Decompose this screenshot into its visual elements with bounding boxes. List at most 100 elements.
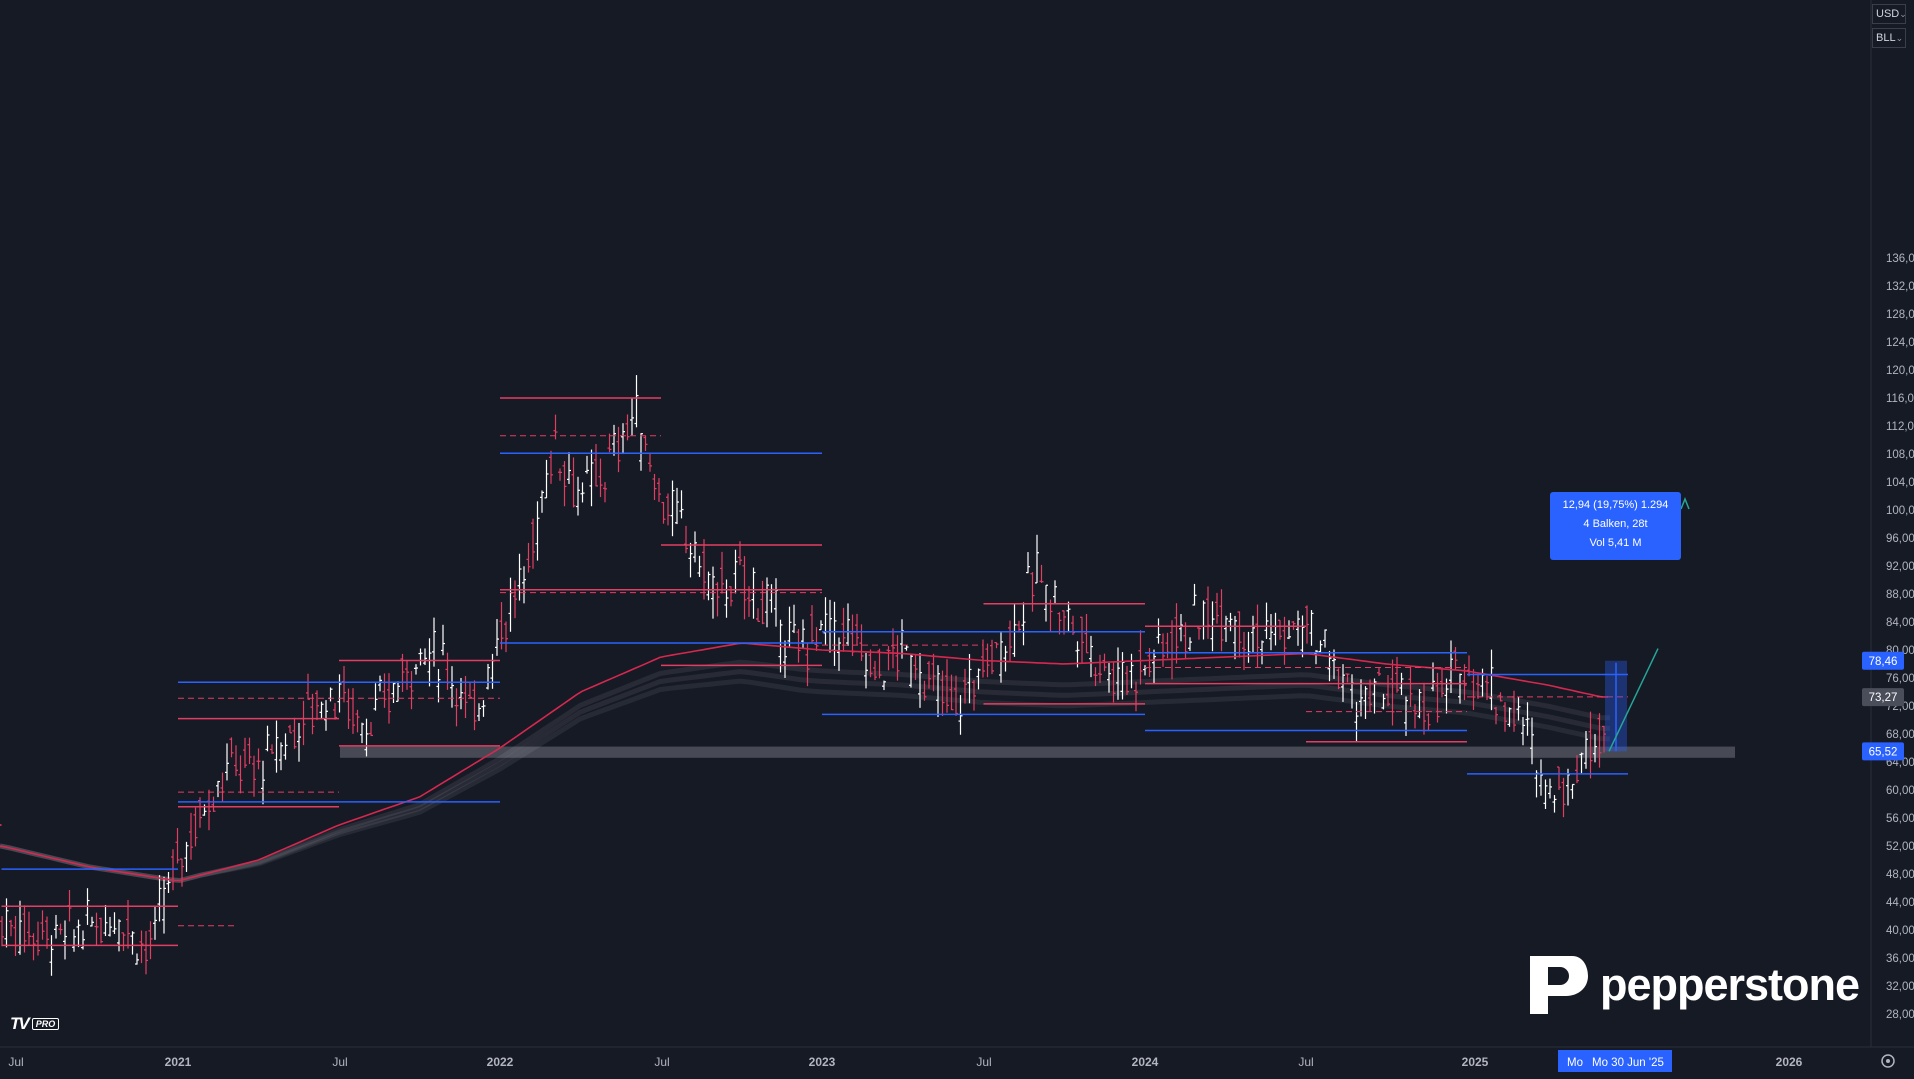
ohlc-bar — [1129, 653, 1134, 689]
ohlc-bar — [715, 582, 720, 617]
price-tick-label: 40,00 — [1886, 925, 1914, 937]
ohlc-bar — [1449, 640, 1453, 694]
ohlc-bar — [1435, 672, 1440, 723]
ohlc-bar — [211, 796, 216, 812]
ohlc-bar — [670, 480, 675, 537]
price-badge-label: 78,46 — [1869, 656, 1898, 668]
ohlc-bar — [576, 476, 580, 516]
tv-pro-badge: PRO — [31, 1018, 60, 1030]
ohlc-bar — [1039, 564, 1044, 583]
ohlc-bar — [1552, 795, 1557, 813]
ohlc-bar — [0, 916, 4, 947]
ohlc-bar — [103, 905, 108, 937]
price-tick-label: 128,00 — [1886, 309, 1914, 321]
ohlc-bar — [1395, 656, 1399, 693]
ohlc-bar — [409, 671, 414, 710]
ohlc-bar — [504, 621, 508, 653]
price-tick-label: 68,00 — [1886, 729, 1914, 741]
tradingview-logo[interactable]: TV PRO — [10, 1014, 60, 1033]
ohlc-bar — [238, 755, 243, 794]
ohlc-bar — [144, 931, 148, 975]
ohlc-bar — [1404, 696, 1408, 736]
ohlc-bar — [553, 414, 558, 440]
ohlc-bar — [1471, 669, 1476, 711]
ohlc-bar — [355, 709, 360, 733]
ohlc-bar — [1494, 706, 1498, 725]
ohlc-bar — [877, 648, 882, 679]
measure-tooltip: 12,94 (19,75%) 1.294 4 Balken, 28t Vol 5… — [1550, 492, 1681, 560]
ohlc-bar — [724, 579, 729, 618]
ohlc-bar — [1489, 649, 1494, 711]
ohlc-bar — [1228, 612, 1233, 632]
ohlc-bar — [652, 473, 657, 501]
ohlc-bar — [607, 433, 612, 453]
price-badge: 65,52 — [1862, 742, 1904, 761]
price-scale: 136,00 132,00 128,00 124,00 120,00 116,00 112,… — [1886, 253, 1914, 1021]
ohlc-bar — [742, 556, 747, 620]
ohlc-bar — [814, 627, 819, 651]
ohlc-bar — [787, 606, 792, 647]
ohlc-bar — [855, 613, 859, 646]
ohlc-bar — [1413, 704, 1417, 729]
ohlc-bar — [625, 414, 630, 441]
ohlc-bar — [639, 433, 643, 471]
price-badge-label: 73,27 — [1869, 692, 1898, 704]
ohlc-bar — [463, 676, 468, 719]
ribbon-line — [0, 669, 1611, 884]
crosshair-date-label: Mo Mo 30 Jun '25 — [1558, 1050, 1672, 1072]
ohlc-bar — [765, 577, 769, 628]
ohlc-bar — [648, 453, 652, 472]
ohlc-bar — [1179, 613, 1183, 642]
ohlc-bar — [585, 455, 589, 474]
ohlc-bar — [558, 468, 562, 481]
time-tick-label: 2022 — [487, 1055, 514, 1069]
ohlc-bar — [598, 458, 603, 498]
ribbon-line — [0, 678, 1611, 884]
currency-selector[interactable]: USD ⌄ — [1872, 4, 1907, 24]
unit-selector[interactable]: BLL ⌄ — [1872, 28, 1906, 48]
ohlc-bar — [850, 614, 855, 657]
ohlc-bar — [792, 604, 796, 634]
price-tick-label: 136,00 — [1886, 253, 1914, 265]
ohlc-bar — [1408, 665, 1413, 707]
settings-gear-icon — [1881, 1054, 1895, 1068]
ohlc-bar — [900, 619, 904, 659]
ohlc-bar — [868, 649, 873, 678]
ohlc-bar — [540, 490, 544, 513]
ohlc-bar — [1309, 610, 1314, 646]
ohlc-bar — [1575, 755, 1579, 784]
ohlc-bar — [351, 688, 355, 734]
ohlc-bar — [495, 619, 499, 656]
ohlc-bar — [369, 722, 373, 737]
ohlc-bar — [1282, 616, 1287, 665]
ohlc-bar — [1021, 602, 1026, 646]
ohlc-bar — [562, 461, 567, 507]
ohlc-bar — [1359, 679, 1363, 717]
ohlc-bar — [805, 642, 810, 687]
ohlc-bar — [94, 912, 99, 946]
ohlc-bar — [414, 664, 418, 675]
ohlc-bar — [819, 620, 823, 631]
ohlc-bar — [1206, 586, 1210, 639]
ohlc-bar — [733, 549, 738, 594]
ohlc-bar — [1467, 655, 1471, 677]
ohlc-bar — [945, 659, 949, 713]
ohlc-bar — [324, 700, 328, 731]
ohlc-bar — [1530, 717, 1534, 765]
ohlc-bar — [508, 577, 513, 632]
ohlc-bar — [657, 478, 661, 502]
ohlc-bar — [1417, 689, 1422, 719]
ohlc-bar — [99, 917, 103, 944]
ohlc-bar — [1156, 618, 1161, 644]
ohlc-bar — [1201, 600, 1206, 640]
ohlc-bar — [1503, 702, 1507, 732]
ohlc-bar — [1116, 647, 1120, 700]
ohlc-bar — [810, 605, 814, 644]
ohlc-bar — [693, 531, 697, 563]
ohlc-bar — [1057, 612, 1062, 635]
ohlc-bar — [832, 601, 837, 666]
ohlc-bar — [1422, 682, 1426, 735]
ohlc-bar — [346, 688, 351, 729]
